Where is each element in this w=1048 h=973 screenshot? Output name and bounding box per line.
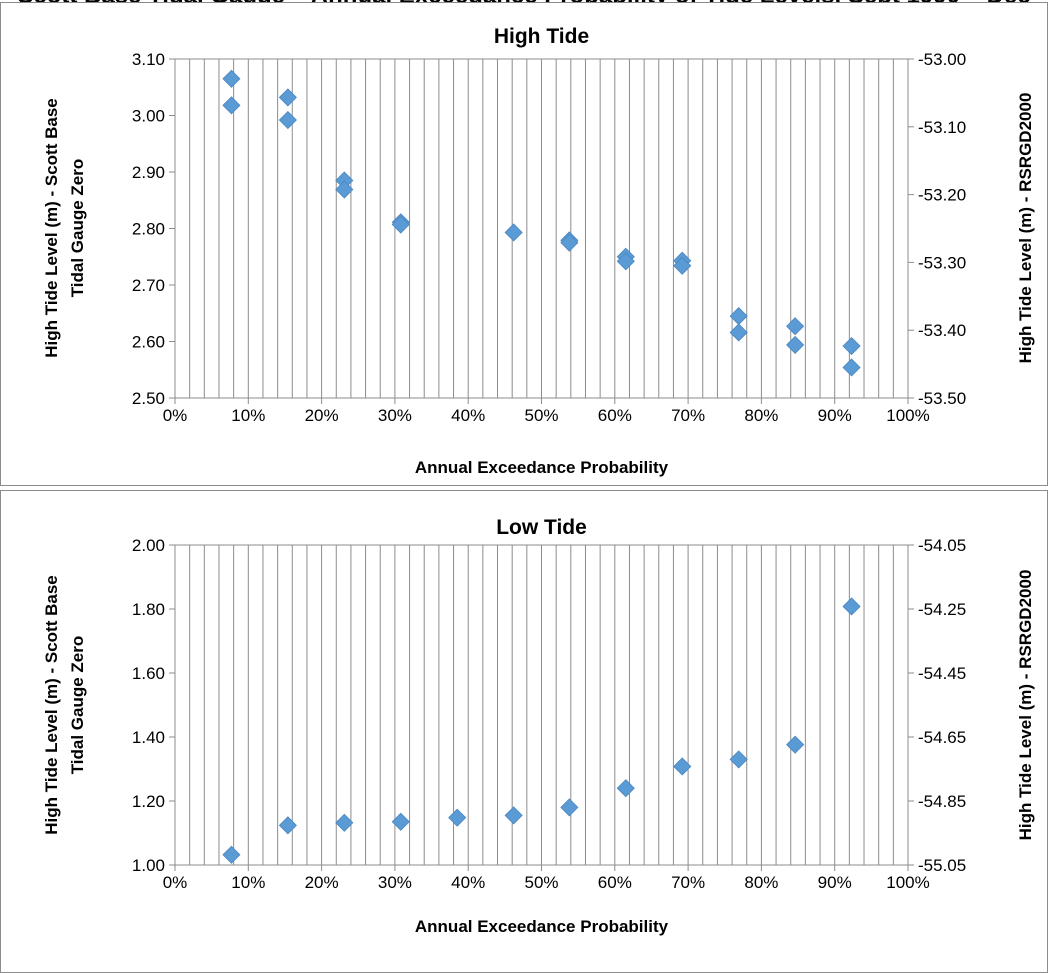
x-tick-label: 60% <box>598 406 632 425</box>
x-tick-label: 20% <box>305 406 339 425</box>
data-point-marker <box>335 813 354 832</box>
data-point-marker <box>278 816 297 835</box>
x-tick-label: 40% <box>451 873 485 892</box>
y2-tick-label: -55.05 <box>918 856 966 875</box>
x-tick-label: 50% <box>524 406 558 425</box>
y2-tick-label: -53.10 <box>918 118 966 137</box>
data-point-marker <box>842 597 861 616</box>
y2-tick-label: -54.65 <box>918 728 966 747</box>
data-point-marker <box>560 233 579 252</box>
x-tick-label: 20% <box>305 873 339 892</box>
y-tick-label: 2.80 <box>132 220 165 239</box>
x-tick-label: 100% <box>886 873 929 892</box>
data-point-marker <box>504 806 523 825</box>
y2-tick-label: -53.40 <box>918 321 966 340</box>
x-tick-label: 50% <box>524 873 558 892</box>
y-axis-title-line2: Tidal Gauge Zero <box>68 636 87 775</box>
y-axis-title-line2: Tidal Gauge Zero <box>68 159 87 298</box>
y-tick-label: 2.50 <box>132 389 165 408</box>
y-tick-label: 2.60 <box>132 333 165 352</box>
data-point-marker <box>278 110 297 130</box>
x-tick-label: 70% <box>671 406 705 425</box>
y2-tick-label: -54.45 <box>918 664 966 683</box>
data-point-marker <box>560 798 579 817</box>
chart-title: High Tide <box>494 25 589 48</box>
high-tide-chart: 2.50 2.60 2.70 2.80 2.90 3.00 3.10 -53.50 -53.40… <box>42 25 1035 477</box>
data-point-marker <box>786 735 805 754</box>
x-tick-label: 0% <box>163 873 188 892</box>
y-tick-label: 1.20 <box>132 792 165 811</box>
chart-title: Low Tide <box>496 516 587 539</box>
y-tick-label: 3.00 <box>132 107 165 126</box>
x-axis-title: Annual Exceedance Probability <box>415 458 669 477</box>
y-tick-label: 1.60 <box>132 664 165 683</box>
data-point-marker <box>786 317 805 336</box>
y2-tick-label: -54.05 <box>918 536 966 555</box>
x-tick-label: 100% <box>886 406 929 425</box>
y2-tick-label: -54.85 <box>918 792 966 811</box>
data-point-marker <box>222 96 241 115</box>
x-axis-title: Annual Exceedance Probability <box>415 917 669 936</box>
x-tick-label: 40% <box>451 406 485 425</box>
y-tick-label: 2.00 <box>132 536 165 555</box>
data-point-marker <box>729 307 748 326</box>
data-point-marker <box>786 335 805 354</box>
data-point-marker <box>842 358 861 377</box>
data-point-marker <box>278 88 297 107</box>
data-point-marker <box>391 215 410 234</box>
data-point-marker <box>616 252 635 271</box>
low-tide-chart-panel: 1.00 1.20 1.40 1.60 1.80 2.00 -55.05 -54.85 -54.… <box>0 490 1048 973</box>
x-tick-label: 0% <box>163 406 188 425</box>
data-point-marker <box>335 180 354 199</box>
data-point-marker <box>391 812 410 831</box>
data-point-marker <box>673 256 692 275</box>
data-point-marker <box>222 845 241 864</box>
x-tick-label: 70% <box>671 873 705 892</box>
y-tick-label: 3.10 <box>132 50 165 69</box>
y-tick-label: 1.40 <box>132 728 165 747</box>
y-axis-title: High Tide Level (m) - Scott Base <box>42 575 61 834</box>
y-tick-label: 2.90 <box>132 163 165 182</box>
data-point-marker <box>729 750 748 769</box>
x-tick-label: 90% <box>818 873 852 892</box>
high-tide-chart-panel: 2.50 2.60 2.70 2.80 2.90 3.00 3.10 -53.50 -53.40… <box>0 2 1048 486</box>
y2-axis-title: High Tide Level (m) - RSRGD2000 <box>1016 570 1035 841</box>
data-point-marker <box>673 757 692 776</box>
x-tick-label: 10% <box>231 406 265 425</box>
y-tick-label: 1.80 <box>132 600 165 619</box>
y2-axis-title: High Tide Level (m) - RSRGD2000 <box>1016 93 1035 364</box>
low-tide-chart: 1.00 1.20 1.40 1.60 1.80 2.00 -55.05 -54.85 -54.… <box>42 516 1035 936</box>
data-point-marker <box>222 69 241 88</box>
y2-tick-label: -53.00 <box>918 50 966 69</box>
y2-tick-label: -53.50 <box>918 389 966 408</box>
data-point-marker <box>448 808 467 827</box>
y2-tick-label: -54.25 <box>918 600 966 619</box>
data-point-marker <box>842 336 861 356</box>
data-point-marker <box>729 323 748 342</box>
x-tick-label: 30% <box>378 406 412 425</box>
x-tick-label: 90% <box>818 406 852 425</box>
y-axis-title: High Tide Level (m) - Scott Base <box>42 98 61 357</box>
y2-tick-label: -53.30 <box>918 253 966 272</box>
data-point-marker <box>616 779 635 798</box>
y-tick-label: 1.00 <box>132 856 165 875</box>
x-tick-label: 80% <box>744 406 778 425</box>
x-tick-label: 10% <box>231 873 265 892</box>
x-tick-label: 80% <box>744 873 778 892</box>
y2-tick-label: -53.20 <box>918 186 966 205</box>
x-tick-label: 30% <box>378 873 412 892</box>
y-tick-label: 2.70 <box>132 276 165 295</box>
x-tick-label: 60% <box>598 873 632 892</box>
data-point-marker <box>504 223 523 242</box>
